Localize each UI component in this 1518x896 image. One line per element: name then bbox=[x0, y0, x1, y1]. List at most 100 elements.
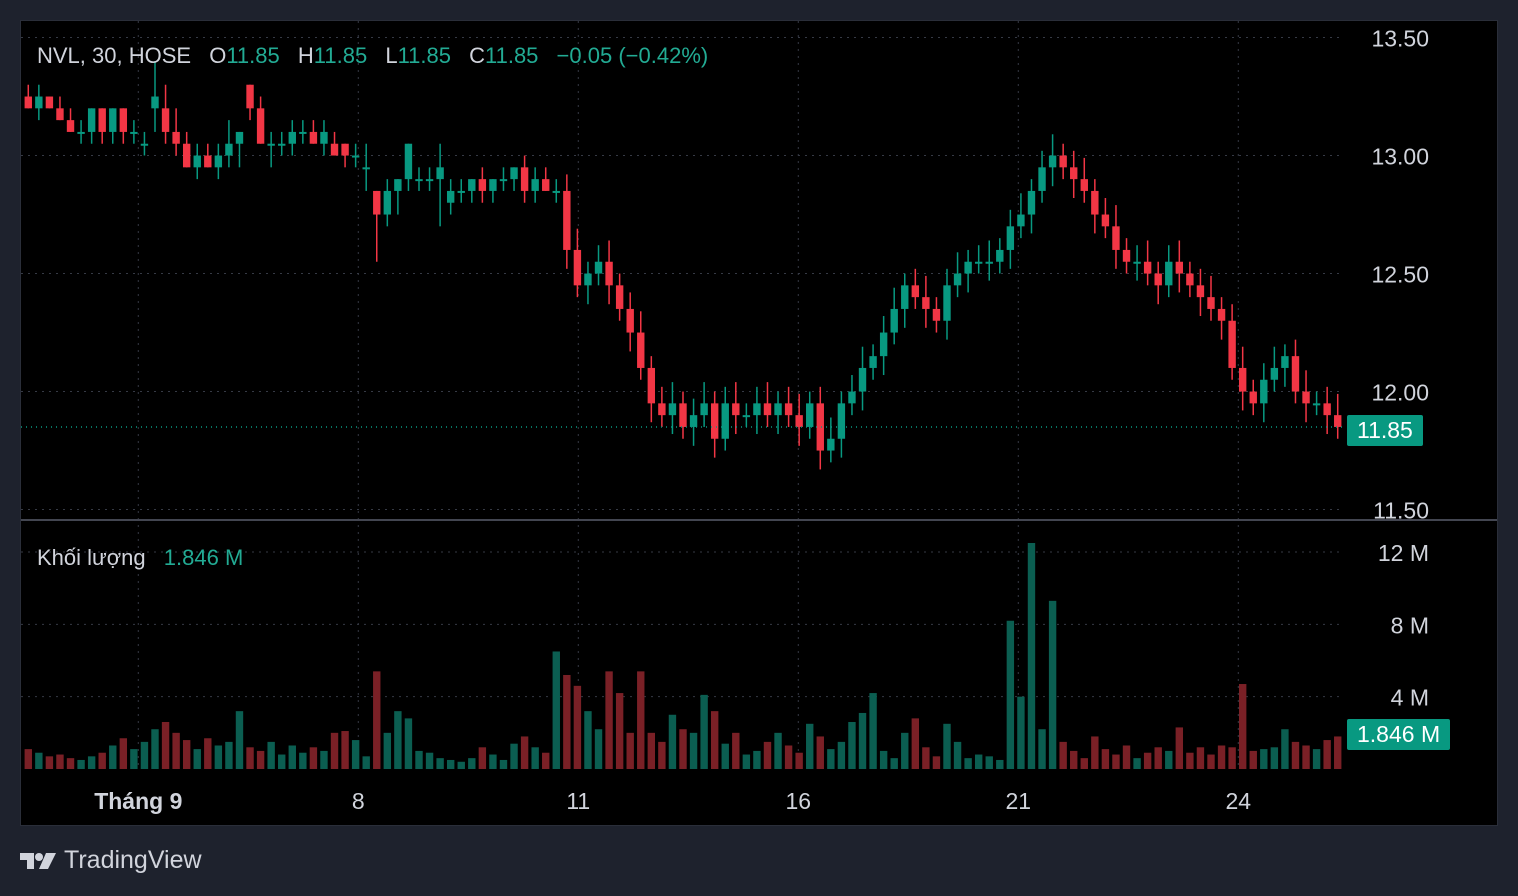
volume-bar bbox=[594, 729, 603, 769]
volume-bar bbox=[626, 732, 634, 769]
candle-body bbox=[130, 131, 138, 134]
candle-body bbox=[584, 273, 592, 286]
candle-body bbox=[267, 143, 275, 146]
volume-bar bbox=[763, 741, 772, 769]
volume-bar bbox=[774, 732, 782, 769]
volume-label[interactable]: Khối lượng bbox=[37, 545, 146, 570]
candle-body bbox=[774, 403, 782, 416]
candle-body bbox=[1175, 261, 1184, 274]
candle-body bbox=[531, 179, 539, 191]
candle-body bbox=[119, 108, 128, 132]
volume-bar bbox=[1038, 729, 1046, 769]
candle-body bbox=[763, 403, 772, 416]
candle-body bbox=[24, 96, 32, 109]
candle-body bbox=[1006, 226, 1015, 250]
candle-body bbox=[77, 131, 85, 134]
time-tick-label: 11 bbox=[566, 788, 590, 814]
candle-body bbox=[953, 273, 962, 286]
volume-bar bbox=[1133, 758, 1141, 769]
volume-bar bbox=[605, 671, 613, 769]
volume-bar bbox=[446, 759, 455, 769]
candle-body bbox=[1017, 214, 1025, 227]
last-price-tag: 11.85 bbox=[1347, 415, 1423, 446]
candle-body bbox=[721, 403, 729, 439]
volume-bar bbox=[24, 749, 32, 769]
candle-body bbox=[510, 167, 518, 180]
volume-bar bbox=[784, 745, 793, 769]
volume-tick-label: 8 M bbox=[1391, 612, 1429, 638]
volume-bar bbox=[985, 756, 993, 769]
tradingview-logo[interactable]: TradingView bbox=[20, 846, 202, 875]
volume-bar bbox=[943, 723, 951, 769]
candle-body bbox=[1312, 403, 1321, 406]
volume-bar bbox=[1196, 747, 1205, 769]
volume-bar bbox=[679, 729, 687, 769]
volume-bar bbox=[974, 754, 983, 769]
volume-bar bbox=[235, 711, 244, 769]
candle-body bbox=[1207, 297, 1215, 309]
candle-body bbox=[161, 108, 170, 132]
candle-body bbox=[848, 391, 856, 404]
volume-bar bbox=[373, 671, 381, 769]
volume-bar bbox=[204, 738, 212, 769]
candle-body bbox=[299, 131, 307, 134]
candle-body bbox=[489, 179, 497, 191]
volume-bar bbox=[563, 674, 571, 769]
volume-bar bbox=[1249, 750, 1257, 769]
candle-body bbox=[911, 285, 920, 298]
volume-bar bbox=[193, 749, 201, 769]
price-tick-label: 13.50 bbox=[1371, 26, 1429, 52]
candle-body bbox=[309, 131, 318, 144]
time-tick-label: 21 bbox=[1005, 788, 1031, 814]
volume-bar bbox=[689, 732, 698, 769]
candle-body bbox=[1048, 155, 1057, 168]
candle-body bbox=[1133, 261, 1141, 264]
candle-body bbox=[478, 179, 487, 191]
volume-bar bbox=[795, 752, 803, 769]
candle-body bbox=[816, 403, 824, 451]
time-tick-label: 16 bbox=[785, 788, 811, 814]
volume-bar bbox=[658, 741, 666, 769]
candle-body bbox=[964, 261, 972, 274]
candle-body bbox=[1080, 179, 1088, 191]
candle-body bbox=[415, 179, 423, 182]
candle-body bbox=[193, 155, 201, 168]
volume-bar bbox=[816, 736, 824, 769]
candle-body bbox=[1027, 190, 1036, 215]
candle-body bbox=[710, 403, 719, 439]
volume-bar bbox=[288, 745, 296, 769]
candle-body bbox=[974, 261, 983, 264]
candle-body bbox=[436, 167, 444, 180]
candle-body bbox=[394, 179, 402, 191]
candle-body bbox=[943, 285, 951, 321]
high-label: H bbox=[297, 43, 314, 68]
candle-body bbox=[605, 261, 613, 286]
volume-bar bbox=[1175, 727, 1184, 769]
volume-bar bbox=[436, 758, 444, 769]
volume-bar bbox=[383, 732, 392, 769]
candle-body bbox=[351, 155, 360, 158]
volume-bar bbox=[1122, 745, 1131, 769]
volume-bar bbox=[225, 741, 233, 769]
volume-bar bbox=[732, 732, 740, 769]
candle-body bbox=[1291, 356, 1300, 392]
volume-bar bbox=[1217, 745, 1226, 769]
volume-bar bbox=[837, 741, 846, 769]
volume-tick-label: 4 M bbox=[1391, 685, 1429, 711]
volume-bar bbox=[1027, 543, 1036, 769]
candle-body bbox=[225, 143, 233, 156]
volume-bar bbox=[256, 750, 265, 769]
candle-body bbox=[35, 96, 43, 109]
volume-bar bbox=[415, 750, 423, 769]
candle-body bbox=[795, 415, 803, 427]
candle-body bbox=[383, 190, 392, 215]
volume-bar bbox=[879, 750, 888, 769]
symbol-title[interactable]: NVL, 30, HOSE bbox=[37, 43, 192, 68]
volume-bar bbox=[848, 721, 856, 769]
volume-bar bbox=[457, 761, 465, 769]
candle-body bbox=[98, 108, 106, 132]
candle-body bbox=[45, 96, 54, 109]
volume-bar bbox=[299, 752, 307, 769]
